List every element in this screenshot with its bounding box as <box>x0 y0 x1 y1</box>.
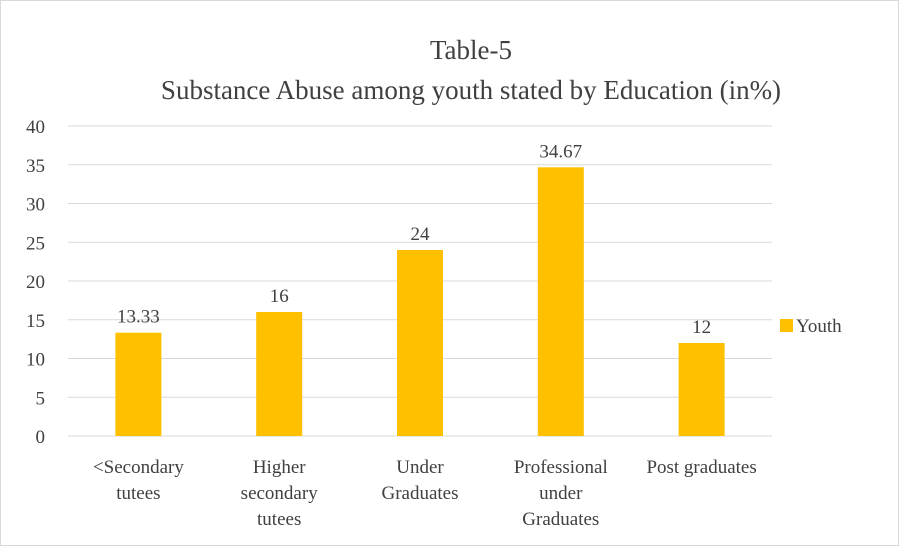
x-category-label-line: secondary <box>241 483 319 504</box>
bar <box>115 332 162 436</box>
legend: Youth <box>780 316 842 337</box>
y-tick-label: 0 <box>36 427 46 448</box>
chart-subtitle: Substance Abuse among youth stated by Ed… <box>161 75 781 105</box>
x-category-label: Post graduates <box>646 457 756 478</box>
x-category-label: <Secondary tutees <box>93 457 184 504</box>
y-tick-label: 10 <box>26 350 45 371</box>
legend-swatch-youth <box>780 319 793 332</box>
x-category-label-line: <Secondary <box>93 457 184 478</box>
legend-label-youth: Youth <box>796 316 842 337</box>
data-label: 13.33 <box>117 307 160 328</box>
y-tick-label: 30 <box>26 195 45 216</box>
bar <box>537 167 584 436</box>
y-axis: 0 5 10 15 20 25 30 35 40 <box>26 117 45 448</box>
x-category-label-line: Graduates <box>381 483 458 504</box>
x-category-label-line: tutees <box>257 509 301 530</box>
x-category-label-line: tutees <box>116 483 160 504</box>
bar <box>678 343 725 436</box>
x-category-label: Professional under Graduates <box>514 457 608 530</box>
y-tick-label: 40 <box>26 117 45 138</box>
y-tick-label: 5 <box>36 388 46 409</box>
bar <box>397 250 443 436</box>
x-category-label-line: Under <box>396 457 444 478</box>
x-category-label: Higher secondary tutees <box>241 457 319 530</box>
data-labels: 13.33 16 24 34.67 12 <box>117 141 711 338</box>
x-category-label-line: Higher <box>253 457 306 478</box>
y-tick-label: 15 <box>26 311 45 332</box>
bars <box>115 167 725 436</box>
data-label: 24 <box>411 224 431 245</box>
data-label: 34.67 <box>539 141 582 162</box>
data-label: 12 <box>692 317 711 338</box>
x-category-label-line: under <box>539 483 583 504</box>
y-tick-label: 20 <box>26 272 45 293</box>
data-label: 16 <box>270 286 289 307</box>
y-tick-label: 35 <box>26 156 45 177</box>
y-tick-label: 25 <box>26 233 45 254</box>
chart-title: Table-5 <box>430 35 512 65</box>
bar <box>256 312 303 436</box>
x-axis: <Secondary tutees Higher secondary tutees Und… <box>93 457 757 530</box>
x-category-label-line: Graduates <box>522 509 599 530</box>
x-category-label-line: Post graduates <box>646 457 756 478</box>
x-category-label: Under Graduates <box>381 457 458 504</box>
x-category-label-line: Professional <box>514 457 608 478</box>
